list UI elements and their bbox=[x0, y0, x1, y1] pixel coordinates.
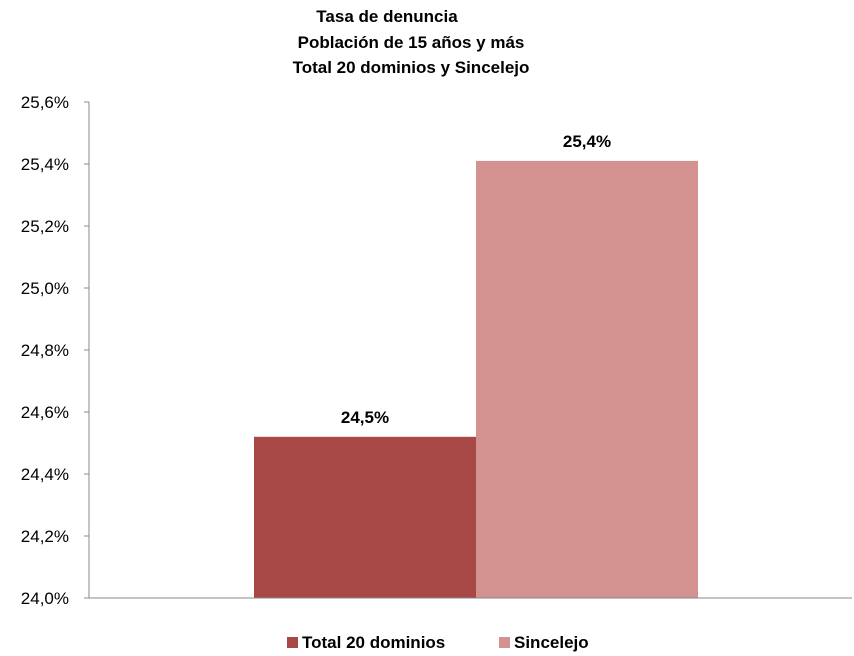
y-tick-label: 24,6% bbox=[21, 403, 69, 422]
y-tick-label: 25,0% bbox=[21, 279, 69, 298]
y-tick-label: 24,2% bbox=[21, 527, 69, 546]
legend: Total 20 dominios Sincelejo bbox=[287, 633, 589, 652]
bar-total-20-dominios bbox=[254, 437, 476, 598]
chart-title-line-3: Total 20 dominios y Sincelejo bbox=[293, 58, 530, 77]
chart-title: Tasa de denuncia Población de 15 años y … bbox=[293, 7, 530, 77]
y-tick-label: 25,4% bbox=[21, 155, 69, 174]
legend-label-total-20-dominios: Total 20 dominios bbox=[302, 633, 445, 652]
legend-swatch-total-20-dominios bbox=[287, 637, 298, 648]
legend-swatch-sincelejo bbox=[499, 637, 510, 648]
bar-sincelejo bbox=[476, 161, 698, 598]
chart-title-line-2: Población de 15 años y más bbox=[298, 33, 525, 52]
y-tick-label: 25,6% bbox=[21, 93, 69, 112]
y-axis: 25,6% 25,4% 25,2% 25,0% 24,8% 24,6% 24,4% 24,2%… bbox=[21, 93, 89, 608]
data-label-total-20-dominios: 24,5% bbox=[341, 408, 389, 427]
bars bbox=[254, 161, 698, 598]
legend-label-sincelejo: Sincelejo bbox=[514, 633, 589, 652]
y-tick-label: 24,8% bbox=[21, 341, 69, 360]
chart-title-line-1: Tasa de denuncia bbox=[316, 7, 458, 26]
y-tick-label: 24,0% bbox=[21, 589, 69, 608]
data-label-sincelejo: 25,4% bbox=[563, 132, 611, 151]
y-tick-label: 24,4% bbox=[21, 465, 69, 484]
y-tick-label: 25,2% bbox=[21, 217, 69, 236]
